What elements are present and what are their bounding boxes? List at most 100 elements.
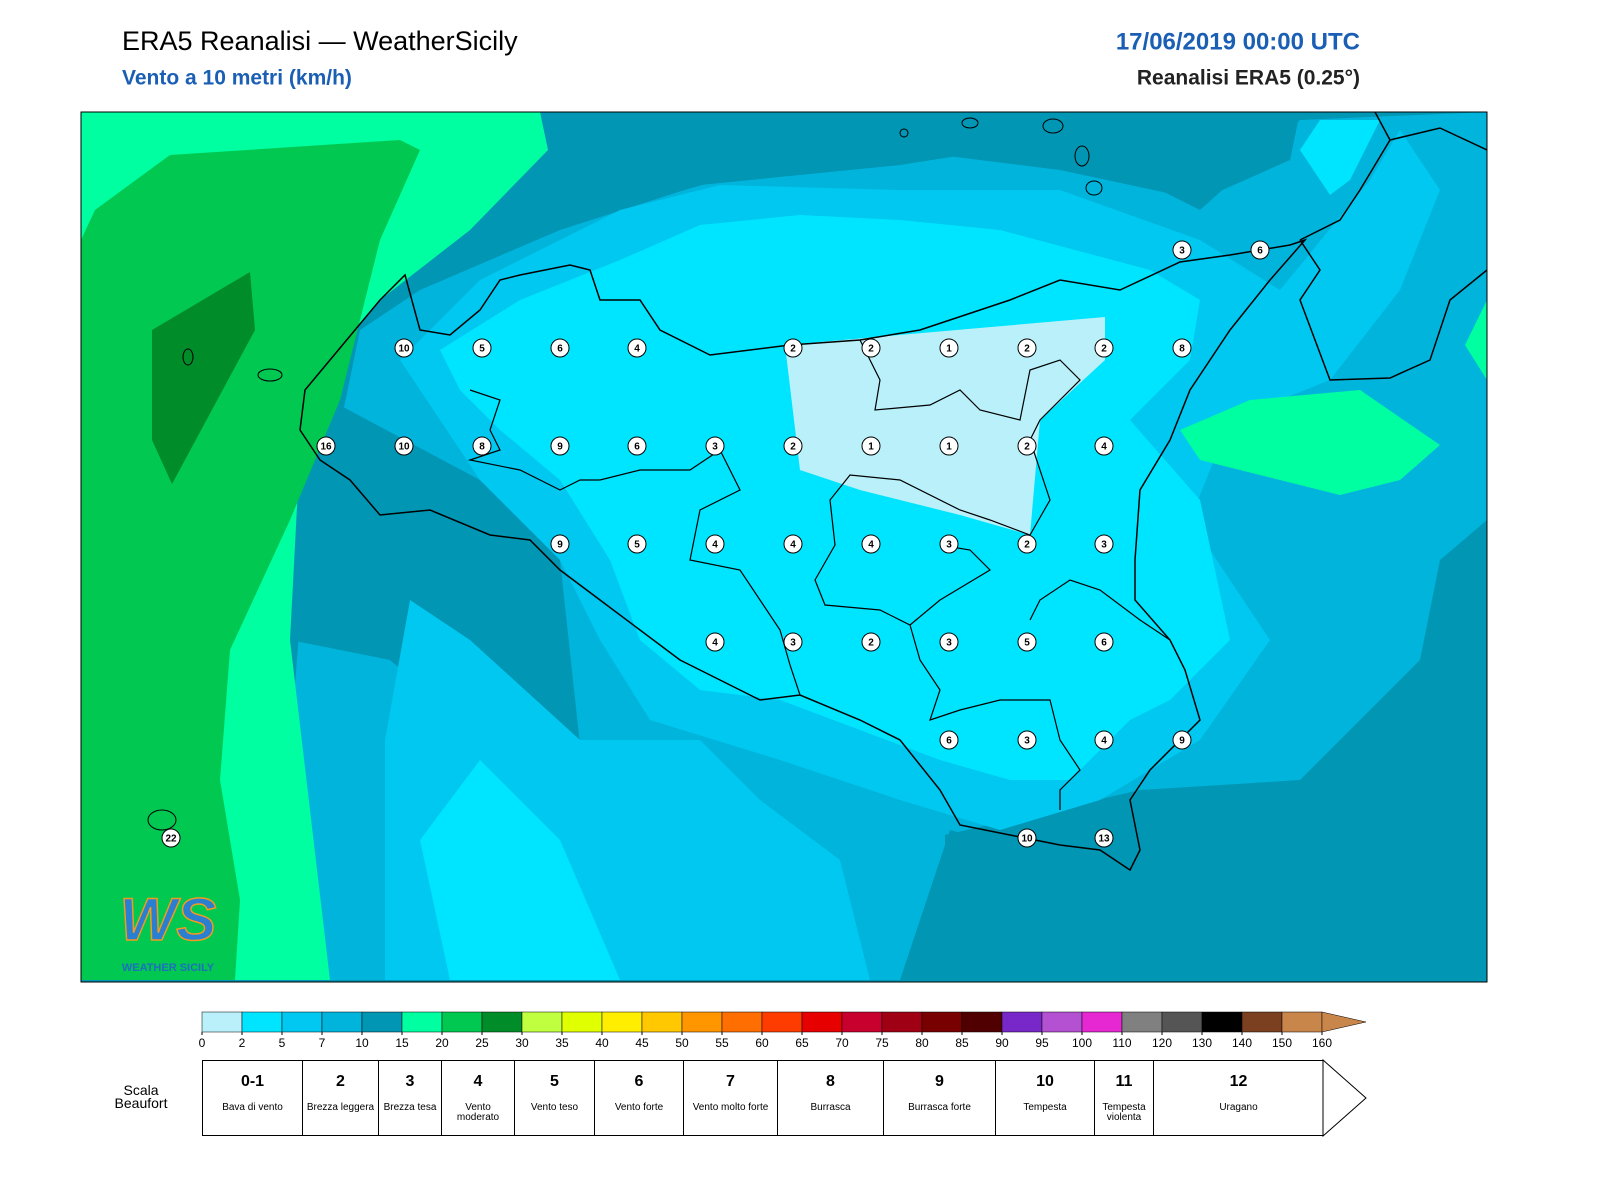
beaufort-cell: 11 Tempesta violenta: [1094, 1060, 1153, 1136]
colorbar-tick-label: 2: [239, 1036, 246, 1050]
colorbar-tick-label: 0: [199, 1036, 206, 1050]
colorbar-tick-label: 150: [1272, 1036, 1292, 1050]
color-band: [1001, 1011, 1043, 1033]
island: [899, 128, 909, 138]
station-marker: [939, 534, 959, 554]
contour: [785, 317, 1105, 535]
beaufort-description: Brezza leggera: [306, 1102, 375, 1113]
beaufort-force: 12: [1229, 1073, 1248, 1090]
colorbar-tick-label: 65: [795, 1036, 809, 1050]
station-value: 6: [1101, 638, 1107, 649]
station-value: 3: [946, 638, 952, 649]
station-value: 9: [557, 540, 563, 551]
beaufort-force: 5: [550, 1073, 559, 1090]
station-marker: [472, 436, 492, 456]
color-band: [641, 1011, 683, 1033]
beaufort-cell: 5 Vento teso: [514, 1060, 594, 1136]
station-marker: [1017, 338, 1037, 358]
station-marker: [939, 730, 959, 750]
colorbar-tick-label: 40: [595, 1036, 609, 1050]
colorbar-tick-label: 25: [475, 1036, 489, 1050]
colorbar-tick-label: 90: [995, 1036, 1009, 1050]
island: [961, 117, 979, 129]
colorbar-tick-label: 45: [635, 1036, 649, 1050]
border: [467, 389, 600, 491]
station-value: 2: [790, 442, 796, 453]
station-value: 4: [1101, 736, 1107, 747]
color-band: [561, 1011, 603, 1033]
station-value: 8: [479, 442, 485, 453]
station-value: 3: [712, 442, 718, 453]
station-marker: [627, 534, 647, 554]
color-band: [361, 1011, 403, 1033]
beaufort-arrow: [1322, 1058, 1367, 1138]
border: [909, 624, 1081, 810]
island: [1085, 180, 1103, 196]
station-value: 2: [1024, 540, 1030, 551]
island: [182, 348, 194, 366]
border: [599, 449, 801, 696]
beaufort-cell: 2 Brezza leggera: [302, 1060, 378, 1136]
colorbar-tick-label: 60: [755, 1036, 769, 1050]
beaufort-cell: 12 Uragano: [1153, 1060, 1323, 1136]
station-value: 3: [946, 540, 952, 551]
colorbar-tick-label: 50: [675, 1036, 689, 1050]
beaufort-scale: 0-1 Bava di vento 2 Brezza leggera 3 Brezza t…: [202, 1060, 1323, 1136]
color-band: [1121, 1011, 1163, 1033]
station-value: 10: [398, 442, 410, 453]
colorbar-tick-label: 7: [319, 1036, 326, 1050]
color-band: [401, 1011, 443, 1033]
datetime: 17/06/2019 00:00 UTC: [1116, 28, 1360, 55]
color-band: [521, 1011, 563, 1033]
beaufort-description: Burrasca forte: [908, 1102, 971, 1113]
beaufort-cell: 9 Burrasca forte: [883, 1060, 995, 1136]
island: [147, 809, 177, 831]
island: [257, 368, 283, 382]
color-band: [801, 1011, 843, 1033]
station-value: 2: [1024, 442, 1030, 453]
beaufort-description: Brezza tesa: [383, 1102, 437, 1113]
station-value: 3: [790, 638, 796, 649]
station-value: 5: [634, 540, 640, 551]
station-value: 13: [1098, 834, 1110, 845]
station-value: 2: [790, 344, 796, 355]
color-band: [201, 1011, 243, 1033]
colorbar-tick-label: 100: [1072, 1036, 1092, 1050]
station-marker: [472, 338, 492, 358]
station-value: 6: [946, 736, 952, 747]
station-value: 9: [1179, 736, 1185, 747]
island: [1074, 145, 1090, 167]
station-value: 22: [165, 834, 177, 845]
colorbar-extension: [1321, 1011, 1367, 1033]
title: ERA5 Reanalisi — WeatherSicily: [122, 26, 518, 56]
color-band: [241, 1011, 283, 1033]
colorbar-tick-label: 15: [395, 1036, 409, 1050]
station-value: 16: [320, 442, 332, 453]
coastline: [1299, 239, 1487, 381]
station-marker: [783, 534, 803, 554]
station-marker: [1172, 338, 1192, 358]
contour: [420, 760, 620, 980]
beaufort-force: 4: [473, 1073, 483, 1090]
beaufort-cell: 3 Brezza tesa: [378, 1060, 441, 1136]
beaufort-force: 7: [726, 1073, 735, 1090]
color-band: [1241, 1011, 1283, 1033]
station-value: 2: [1101, 344, 1107, 355]
beaufort-description: Bava di vento: [222, 1102, 283, 1113]
station-value: 5: [479, 344, 485, 355]
station-value: 4: [1101, 442, 1107, 453]
station-marker: [783, 338, 803, 358]
border: [814, 339, 1081, 626]
station-marker: [1017, 632, 1037, 652]
color-band: [761, 1011, 803, 1033]
colorbar-tick-label: 10: [355, 1036, 369, 1050]
color-band: [681, 1011, 723, 1033]
station-marker: [550, 436, 570, 456]
contour: [1300, 120, 1380, 195]
station-marker: [550, 534, 570, 554]
station-value: 1: [868, 442, 874, 453]
station-marker: [1017, 828, 1037, 848]
colorbar: 0 2 5 7 10 15 20 25 30 35 40 45 50 55 60 65 70 75 80 85 90 95…: [199, 1011, 1367, 1050]
contour: [540, 112, 1300, 225]
source: Reanalisi ERA5 (0.25°): [1137, 67, 1360, 90]
